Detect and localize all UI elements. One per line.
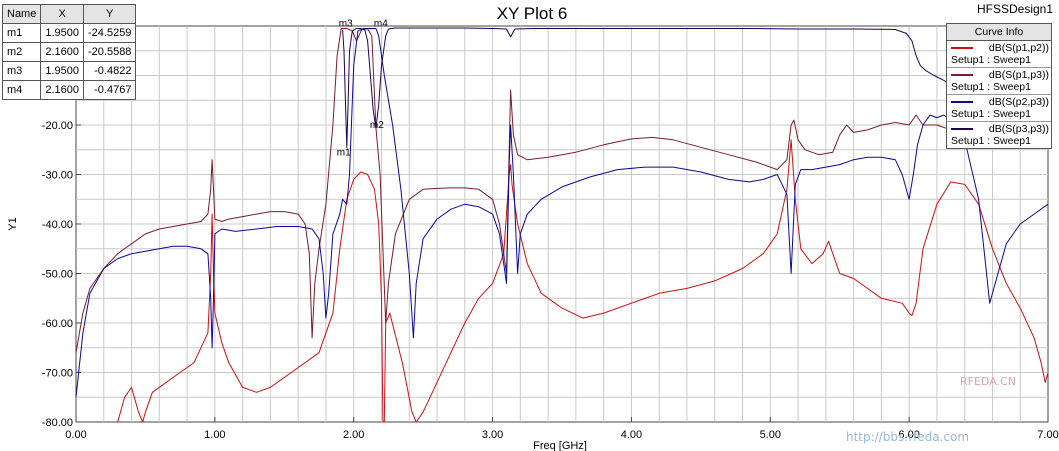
marker-name: m2 bbox=[1, 42, 42, 62]
marker-x: 1.9500 bbox=[40, 23, 84, 43]
marker-label: m2 bbox=[370, 120, 384, 131]
marker-label: m4 bbox=[374, 18, 388, 29]
y-tick-label: -50.00 bbox=[42, 269, 73, 281]
legend-entry-name: dB(S(p1,p3)) bbox=[988, 69, 1049, 81]
x-axis-ticks: 0.00 1.00 2.00 3.00 4.00 5.00 6.00 7.00 bbox=[65, 417, 1059, 441]
y-tick-label: -80.00 bbox=[42, 417, 73, 429]
marker-table: Name X Y m1 1.9500 -24.5259 m2 2.1600 -2… bbox=[1, 4, 137, 100]
x-axis-label: Freq [GHz] bbox=[533, 440, 587, 451]
legend-entry[interactable]: dB(S(p1,p3)) Setup1 : Sweep1 bbox=[947, 68, 1051, 95]
marker-y: -24.5259 bbox=[82, 23, 137, 43]
series-line-db-s-p3-p3- bbox=[342, 27, 980, 148]
legend-entry-name: dB(S(p1,p2)) bbox=[988, 42, 1049, 54]
series-line-db-s-p1-p3- bbox=[75, 27, 1021, 353]
legend-entry-sub: Setup1 : Sweep1 bbox=[951, 108, 1031, 120]
y-tick-label: -60.00 bbox=[42, 318, 73, 330]
x-tick-label: 4.00 bbox=[621, 429, 642, 441]
legend-entry-sub: Setup1 : Sweep1 bbox=[951, 135, 1031, 147]
design-name: HFSSDesign1 bbox=[976, 2, 1053, 16]
x-tick-label: 7.00 bbox=[1037, 429, 1058, 441]
y-tick-label: -30.00 bbox=[42, 170, 73, 182]
series-line-db-s-p2-p3- bbox=[75, 28, 1049, 398]
legend-swatch bbox=[951, 101, 973, 103]
marker-y: -20.5588 bbox=[82, 42, 137, 62]
legend-entry-name: dB(S(p2,p3)) bbox=[988, 96, 1049, 108]
legend-title: Curve Info bbox=[947, 24, 1051, 41]
table-row: m4 2.1600 -0.4767 bbox=[1, 80, 137, 100]
x-tick-label: 0.00 bbox=[65, 429, 86, 441]
watermark-brand: RFEDA.CN bbox=[960, 375, 1016, 388]
table-row: m2 2.1600 -20.5588 bbox=[1, 42, 137, 62]
header-x: X bbox=[40, 4, 84, 24]
grid-lines bbox=[76, 26, 1048, 422]
marker-group: m1 m2 m3 m4 bbox=[337, 18, 388, 158]
header-y: Y bbox=[82, 4, 137, 24]
y-axis-ticks: -80.00 -70.00 -60.00 -50.00 -40.00 -30.00 -20.… bbox=[42, 120, 81, 429]
watermark-url: http://bbs.rfeda.com bbox=[846, 430, 970, 444]
y-tick-label: -20.00 bbox=[42, 120, 73, 132]
y-axis-label: Y1 bbox=[7, 217, 19, 230]
marker-label: m1 bbox=[337, 147, 351, 158]
chart-title: XY Plot 6 bbox=[497, 4, 568, 23]
marker-table-header: Name X Y bbox=[1, 4, 137, 24]
legend-swatch bbox=[951, 47, 973, 49]
x-tick-label: 1.00 bbox=[204, 429, 225, 441]
legend-entry[interactable]: dB(S(p1,p2)) Setup1 : Sweep1 bbox=[947, 41, 1051, 68]
y-tick-label: -70.00 bbox=[42, 368, 73, 380]
marker-label: m3 bbox=[339, 18, 353, 29]
table-row: m3 1.9500 -0.4822 bbox=[1, 61, 137, 81]
marker-x: 2.1600 bbox=[40, 42, 84, 62]
series-line-db-s-p1-p2- bbox=[117, 139, 1049, 423]
marker-y: -0.4822 bbox=[82, 61, 137, 81]
legend-swatch bbox=[951, 74, 973, 76]
x-tick-label: 6.00 bbox=[898, 429, 919, 441]
x-tick-label: 2.00 bbox=[343, 429, 364, 441]
header-name: Name bbox=[1, 4, 42, 24]
marker-x: 1.9500 bbox=[40, 61, 84, 81]
marker-name: m4 bbox=[1, 80, 42, 100]
legend-entry-sub: Setup1 : Sweep1 bbox=[951, 54, 1031, 66]
curve-info-legend: Curve Info dB(S(p1,p2)) Setup1 : Sweep1 … bbox=[946, 23, 1052, 149]
x-tick-label: 3.00 bbox=[482, 429, 503, 441]
marker-name: m3 bbox=[1, 61, 42, 81]
table-row: m1 1.9500 -24.5259 bbox=[1, 23, 137, 43]
legend-entry-sub: Setup1 : Sweep1 bbox=[951, 81, 1031, 93]
marker-y: -0.4767 bbox=[82, 80, 137, 100]
marker-name: m1 bbox=[1, 23, 42, 43]
marker-x: 2.1600 bbox=[40, 80, 84, 100]
y-tick-label: -40.00 bbox=[42, 219, 73, 231]
legend-entry-name: dB(S(p3,p3)) bbox=[988, 123, 1049, 135]
series-group bbox=[75, 27, 1049, 423]
legend-entry[interactable]: dB(S(p3,p3)) Setup1 : Sweep1 bbox=[947, 122, 1051, 148]
legend-swatch bbox=[951, 128, 973, 130]
x-tick-label: 5.00 bbox=[760, 429, 781, 441]
legend-entry[interactable]: dB(S(p2,p3)) Setup1 : Sweep1 bbox=[947, 95, 1051, 122]
